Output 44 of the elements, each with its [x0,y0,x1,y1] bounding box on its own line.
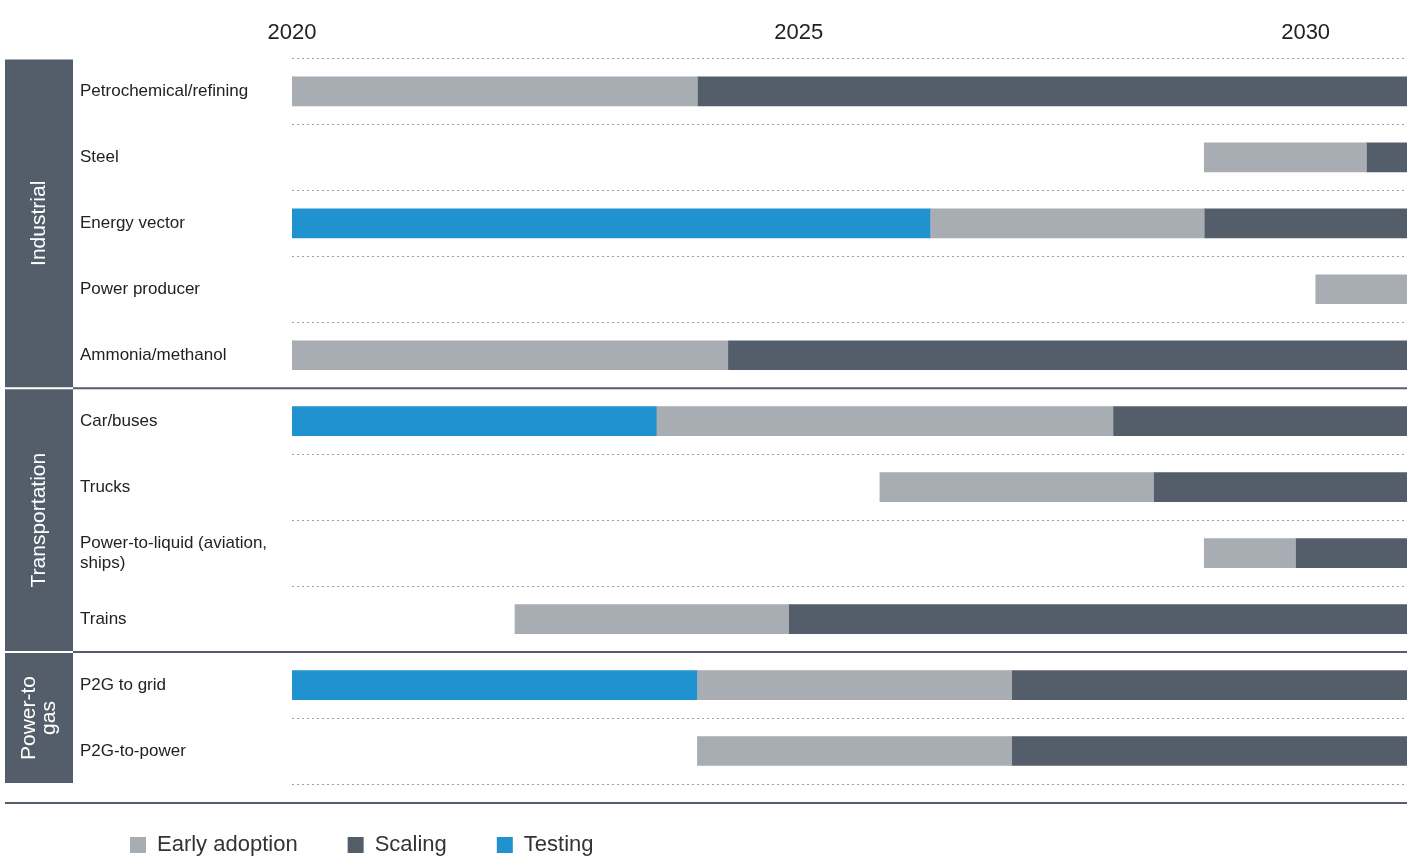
bar [1366,142,1407,173]
bar [514,604,790,634]
bar [1203,142,1367,173]
y-tick-label: Power producer [80,278,201,298]
y-tick-label: Power-to-liquid (aviation, ships) [80,532,268,573]
y-tick-label: Energy vector [80,213,186,232]
bar [697,76,1407,107]
text: Industrial [25,180,49,266]
legend-label: Testing [523,831,594,857]
bar [930,208,1205,239]
bar [1011,670,1407,700]
text: Transportation [25,452,49,588]
bar [292,340,729,371]
y-tick-label: Ammonia/methanol [80,344,227,364]
bar [1203,208,1407,239]
bar [1203,538,1296,568]
bar [1112,406,1407,437]
y-tick-label: Trucks [80,476,131,496]
bar [292,208,931,239]
y-tick-label: Petrochemical/refining [80,81,249,101]
y-tick-label: Steel [80,147,119,167]
y-tick-label: Trains [80,608,127,628]
legend-label: Early adoption [157,831,298,857]
bar [1295,538,1407,568]
y-tick-label: P2G to grid [80,674,166,694]
y-tick-label: Car/buses [80,410,158,430]
text: Power-to gas [15,676,59,761]
bar [788,604,1407,634]
bar [292,406,658,437]
bar [292,670,698,700]
bar [1153,472,1407,502]
x-tick-label: 2030 [1281,19,1331,45]
bar [879,472,1154,502]
bar [697,670,1013,700]
y-tick-label: P2G-to-power [80,740,187,760]
x-tick-label: 2020 [267,19,317,45]
bar [292,76,698,107]
bar [656,406,1114,437]
bar [1315,274,1407,305]
x-tick-label: 2025 [774,19,824,45]
bar [1011,736,1407,766]
bar [697,736,1013,766]
bar [727,340,1407,371]
legend-label: Scaling [374,831,447,857]
